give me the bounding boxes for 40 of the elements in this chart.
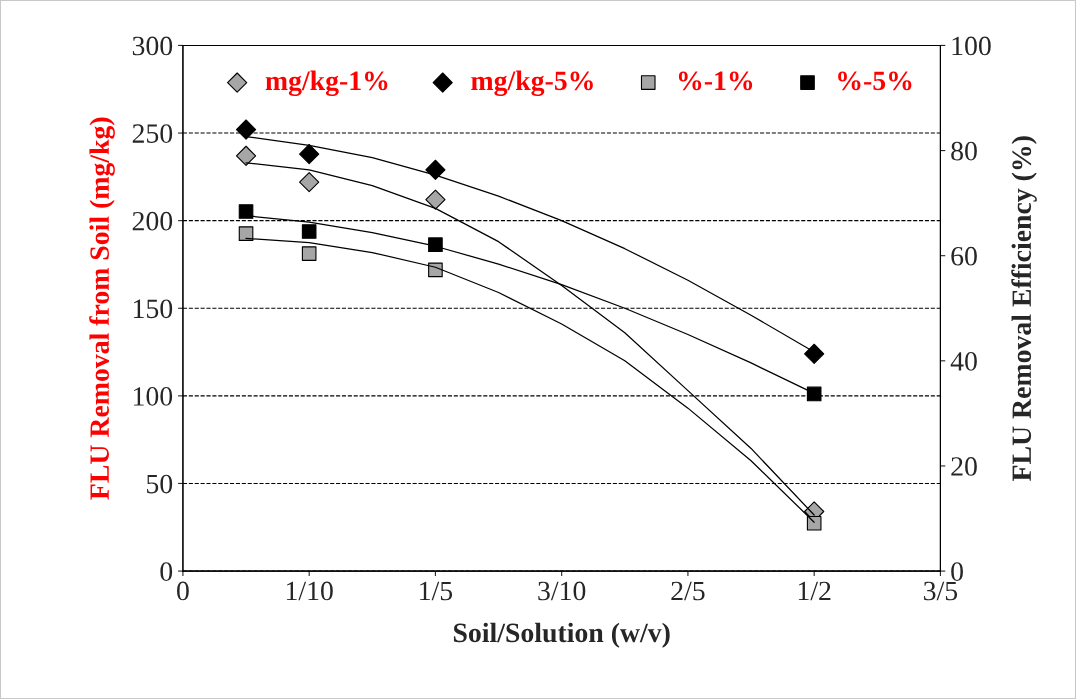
y2-tick-label: 80: [951, 141, 977, 161]
y-tick-label: 100: [133, 387, 173, 406]
x-tick-label: 3/5: [924, 581, 958, 601]
legend-label: mg/kg-1%: [265, 70, 388, 97]
point: [235, 145, 257, 166]
x-tick-label: 2/5: [671, 581, 705, 601]
legend-label: mg/kg-5%: [471, 70, 593, 97]
point: [804, 343, 825, 364]
y-tick-label: 150: [133, 299, 173, 319]
point: [428, 237, 443, 252]
y-tick-label: 50: [147, 474, 173, 494]
y2-tick-label: 40: [950, 351, 977, 371]
point: [425, 189, 446, 210]
point: [299, 143, 320, 165]
y2-tick-label: 100: [952, 36, 991, 56]
y2-tick-label: 60: [951, 246, 977, 266]
y2-axis-title: FLU Removal Efficiency (%): [1011, 136, 1037, 481]
point: [806, 515, 822, 531]
y-tick-label: 300: [132, 36, 173, 56]
x-tick-label: 1/5: [420, 581, 453, 601]
x-tick-label: 0: [177, 581, 189, 601]
point: [238, 204, 254, 219]
x-tick-label: 1/2: [798, 581, 831, 601]
legend-label: %-5%: [838, 71, 912, 91]
point: [301, 246, 317, 261]
legend-label: %-1%: [678, 71, 753, 91]
y2-tick-label: 0: [951, 562, 963, 581]
point: [299, 171, 320, 193]
y-tick-label: 250: [132, 124, 173, 143]
point: [235, 119, 257, 140]
x-axis-title: Soil/Solution (w/v): [453, 622, 670, 648]
y2-tick-label: 20: [951, 457, 977, 476]
point: [301, 224, 317, 239]
y-axis-title: FLU Removal from Soil (mg/kg): [89, 117, 115, 500]
y-tick-label: 200: [132, 211, 173, 231]
point: [425, 159, 446, 180]
point: [238, 226, 254, 241]
y-tick-label: 0: [160, 562, 173, 581]
x-tick-label: 3/10: [538, 581, 586, 601]
x-tick-label: 1/10: [286, 581, 333, 601]
